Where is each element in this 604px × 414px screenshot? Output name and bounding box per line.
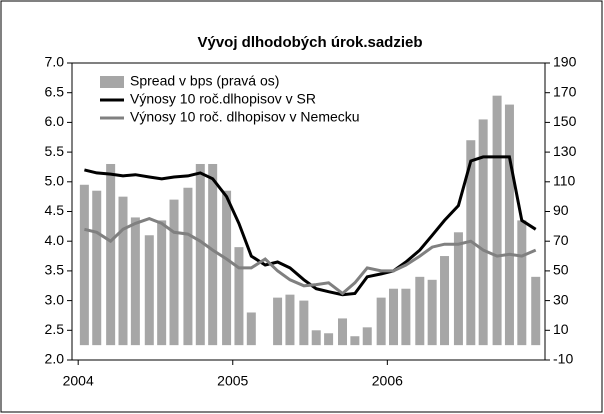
y2-tick-label: 150 [553,113,577,129]
y-tick-label: 2.5 [45,321,65,337]
bar [234,247,244,346]
bar [401,288,411,346]
bar [222,190,232,346]
bar [299,300,309,346]
bar [79,184,89,346]
bar [311,330,321,346]
bar [440,256,450,346]
legend-swatch [100,76,124,88]
x-tick-label: 2005 [217,373,248,389]
bar [504,104,514,346]
y-tick-label: 5.5 [45,143,65,159]
y2-tick-label: 90 [553,202,569,218]
bar [195,163,205,346]
x-tick-label: 2004 [63,373,94,389]
y-tick-label: 4.5 [45,202,65,218]
y2-tick-label: 190 [553,54,577,70]
y-tick-label: 2.0 [45,351,65,367]
bar [453,232,463,346]
bar [106,163,116,346]
bar [273,297,283,346]
legend-label: Výnosy 10 roč. dlhopisov v Nemecku [130,109,360,125]
y2-tick-label: 110 [553,173,576,189]
y-tick-label: 6.5 [45,83,65,99]
bar [492,95,502,346]
legend-label: Výnosy 10 roč.dlhopisov v SR [130,91,316,107]
bar [350,336,360,346]
bar [183,187,193,346]
bar [92,190,102,346]
y-tick-label: 3.0 [45,291,65,307]
y2-tick-label: 30 [553,291,569,307]
bar [531,276,541,346]
y2-tick-label: 50 [553,262,569,278]
y2-tick-label: 10 [553,321,569,337]
bar [338,318,348,346]
y2-tick-label: 70 [553,232,569,248]
y2-tick-label: 170 [553,83,577,99]
bar [324,333,334,346]
y2-tick-label: -10 [553,351,573,367]
y-tick-label: 3.5 [45,262,65,278]
y-tick-label: 7.0 [45,54,65,70]
chart-title: Vývoj dlhodobých úrok.sadzieb [197,34,422,51]
bar [415,276,425,346]
bar [517,220,527,346]
bar [376,297,386,346]
y-tick-label: 5.0 [45,173,65,189]
y-tick-label: 6.0 [45,113,65,129]
line [84,217,537,296]
x-tick-label: 2006 [372,373,403,389]
bar [118,196,128,346]
y2-tick-label: 130 [553,143,577,159]
bar [208,163,218,346]
bar [389,288,399,346]
bar [478,119,488,346]
bar [169,199,179,346]
bar [130,217,140,346]
bar [362,327,372,346]
y-tick-label: 4.0 [45,232,65,248]
bar [246,312,256,346]
bar [157,220,167,346]
bar [427,279,437,346]
bar [144,235,154,346]
legend-label: Spread v bps (pravá os) [130,73,279,89]
bar [285,294,295,346]
